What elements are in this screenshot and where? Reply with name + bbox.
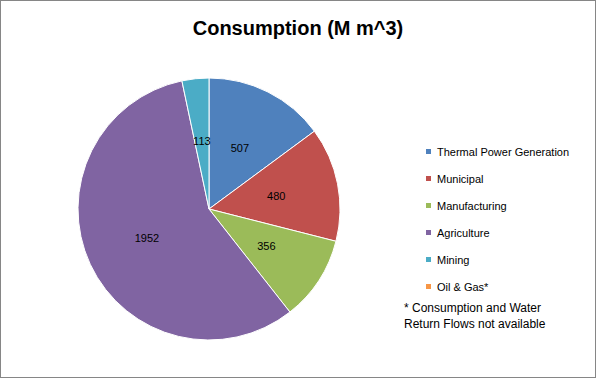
svg-text:Oil & Gas*: Oil & Gas* bbox=[437, 281, 489, 293]
svg-text:507: 507 bbox=[231, 142, 249, 154]
svg-text:480: 480 bbox=[267, 190, 285, 202]
svg-text:Return Flows not available: Return Flows not available bbox=[404, 317, 546, 331]
svg-text:Manufacturing: Manufacturing bbox=[437, 200, 507, 212]
svg-text:113: 113 bbox=[193, 135, 211, 147]
svg-text:356: 356 bbox=[257, 240, 275, 252]
svg-text:Thermal Power Generation: Thermal Power Generation bbox=[437, 146, 569, 158]
svg-text:Consumption (M m^3): Consumption (M m^3) bbox=[193, 17, 404, 39]
svg-text:Agriculture: Agriculture bbox=[437, 227, 490, 239]
svg-text:Mining: Mining bbox=[437, 254, 469, 266]
svg-text:Municipal: Municipal bbox=[437, 173, 483, 185]
svg-text:1952: 1952 bbox=[135, 232, 159, 244]
svg-text:* Consumption and Water: * Consumption and Water bbox=[404, 301, 544, 315]
